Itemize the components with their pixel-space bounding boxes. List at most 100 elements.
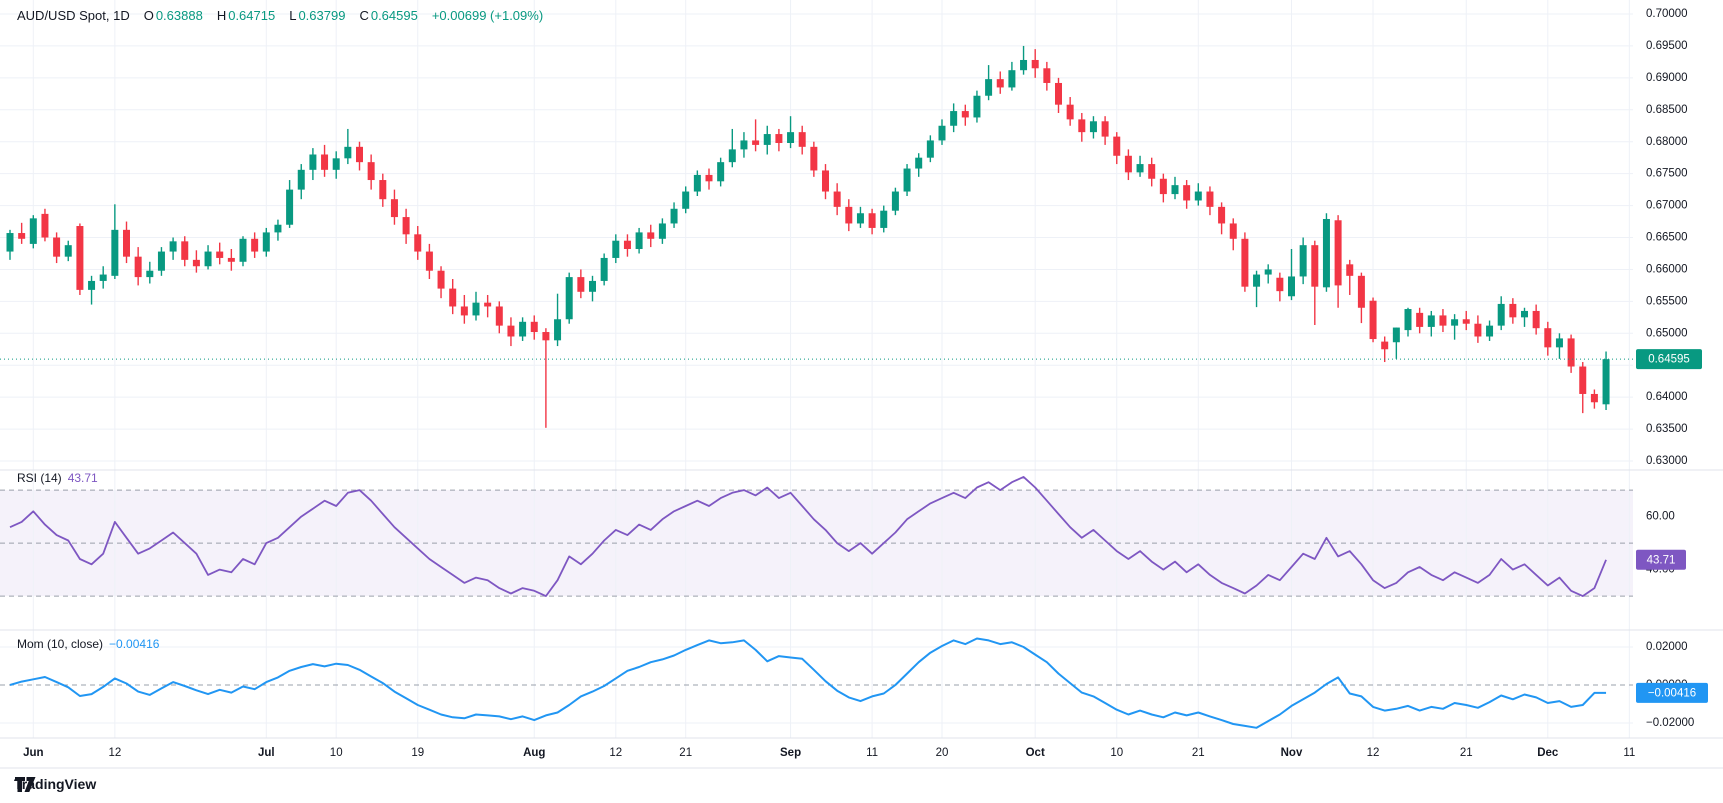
candle[interactable] bbox=[891, 187, 899, 216]
candle[interactable] bbox=[1404, 307, 1412, 337]
candle[interactable] bbox=[286, 180, 294, 228]
candle[interactable] bbox=[1043, 61, 1051, 91]
candle[interactable] bbox=[1602, 351, 1610, 410]
candle[interactable] bbox=[1322, 213, 1330, 292]
candle[interactable] bbox=[985, 65, 993, 101]
candle[interactable] bbox=[833, 183, 841, 216]
candle[interactable] bbox=[717, 157, 725, 187]
candle[interactable] bbox=[856, 206, 864, 228]
candle[interactable] bbox=[1486, 320, 1494, 341]
candle[interactable] bbox=[728, 128, 736, 168]
candle[interactable] bbox=[402, 208, 410, 244]
candle[interactable] bbox=[880, 205, 888, 233]
candle[interactable] bbox=[449, 279, 457, 315]
candle[interactable] bbox=[1055, 77, 1062, 113]
candle[interactable] bbox=[1089, 116, 1097, 139]
candle[interactable] bbox=[1346, 259, 1354, 295]
candle[interactable] bbox=[1590, 389, 1598, 409]
candle[interactable] bbox=[763, 125, 771, 155]
candle[interactable] bbox=[1544, 321, 1552, 356]
candle[interactable] bbox=[1369, 297, 1377, 343]
candle[interactable] bbox=[1171, 176, 1179, 200]
candle[interactable] bbox=[134, 247, 142, 286]
candle[interactable] bbox=[29, 215, 37, 249]
candle[interactable] bbox=[356, 141, 363, 171]
candle[interactable] bbox=[1439, 309, 1447, 333]
candle[interactable] bbox=[682, 186, 690, 214]
candle[interactable] bbox=[1509, 298, 1517, 324]
candle[interactable] bbox=[635, 227, 643, 254]
candle[interactable] bbox=[425, 243, 433, 280]
candle[interactable] bbox=[868, 208, 876, 235]
candle[interactable] bbox=[1148, 157, 1156, 187]
candle[interactable] bbox=[1066, 97, 1074, 126]
candle[interactable] bbox=[1555, 333, 1563, 359]
momentum-indicator-label[interactable]: Mom (10, close) −0.00416 bbox=[17, 637, 159, 651]
candle[interactable] bbox=[181, 236, 189, 267]
candle[interactable] bbox=[216, 242, 224, 265]
candle[interactable] bbox=[1264, 264, 1272, 284]
candle[interactable] bbox=[1124, 149, 1132, 181]
candle[interactable] bbox=[938, 119, 946, 145]
candle[interactable] bbox=[437, 266, 445, 299]
candle[interactable] bbox=[658, 218, 666, 244]
candle[interactable] bbox=[1031, 49, 1039, 78]
candle[interactable] bbox=[600, 253, 608, 286]
candle[interactable] bbox=[612, 234, 620, 264]
momentum-name[interactable]: Mom (10, close) bbox=[17, 637, 104, 651]
candle[interactable] bbox=[775, 128, 783, 152]
candle[interactable] bbox=[1101, 116, 1109, 145]
candle[interactable] bbox=[1194, 183, 1202, 206]
candle[interactable] bbox=[740, 132, 748, 158]
candle[interactable] bbox=[752, 119, 760, 152]
candle[interactable] bbox=[1334, 215, 1342, 308]
candle[interactable] bbox=[41, 208, 49, 242]
candle[interactable] bbox=[1218, 202, 1226, 235]
tradingview-logo[interactable]: TradingView bbox=[14, 776, 96, 792]
candle[interactable] bbox=[1381, 336, 1389, 363]
candle[interactable] bbox=[321, 144, 329, 177]
candle[interactable] bbox=[1206, 186, 1214, 216]
candle[interactable] bbox=[996, 71, 1004, 94]
candle[interactable] bbox=[1159, 173, 1167, 203]
candle[interactable] bbox=[1288, 249, 1295, 301]
candle[interactable] bbox=[64, 240, 72, 262]
candle[interactable] bbox=[1416, 307, 1424, 334]
candle[interactable] bbox=[1299, 237, 1307, 285]
candle[interactable] bbox=[787, 116, 795, 149]
candle[interactable] bbox=[1357, 272, 1365, 324]
candle[interactable] bbox=[390, 189, 398, 225]
candle[interactable] bbox=[146, 261, 154, 284]
rsi-name[interactable]: RSI (14) bbox=[17, 471, 62, 485]
candle[interactable] bbox=[1567, 334, 1575, 373]
candle[interactable] bbox=[1532, 304, 1540, 335]
candle[interactable] bbox=[1241, 232, 1249, 292]
candle[interactable] bbox=[647, 224, 655, 248]
candle[interactable] bbox=[1462, 310, 1470, 331]
candle[interactable] bbox=[1474, 315, 1482, 343]
candle[interactable] bbox=[251, 232, 259, 258]
candle[interactable] bbox=[623, 234, 631, 257]
candle[interactable] bbox=[309, 148, 317, 181]
candle[interactable] bbox=[1183, 180, 1191, 209]
rsi-indicator-label[interactable]: RSI (14) 43.71 bbox=[17, 471, 98, 485]
candle[interactable] bbox=[1136, 155, 1144, 177]
candle[interactable] bbox=[915, 153, 923, 177]
candle[interactable] bbox=[495, 301, 503, 334]
candle[interactable] bbox=[1497, 296, 1505, 331]
candle[interactable] bbox=[1392, 327, 1400, 359]
candle[interactable] bbox=[18, 222, 26, 244]
candle[interactable] bbox=[507, 317, 515, 347]
candle[interactable] bbox=[414, 226, 422, 260]
candle[interactable] bbox=[274, 219, 282, 241]
candle[interactable] bbox=[810, 141, 818, 177]
candle[interactable] bbox=[530, 315, 538, 340]
candle[interactable] bbox=[1276, 272, 1284, 302]
candle[interactable] bbox=[577, 269, 585, 299]
time-axis[interactable]: Jun 12 Jul 10 19 Aug 12 21 Sep 11 20 Oct 10 21 Nov 12 21… bbox=[23, 747, 1635, 759]
candle[interactable] bbox=[192, 250, 200, 273]
candle[interactable] bbox=[1311, 240, 1319, 325]
candle[interactable] bbox=[204, 245, 212, 270]
candle[interactable] bbox=[1020, 45, 1028, 75]
